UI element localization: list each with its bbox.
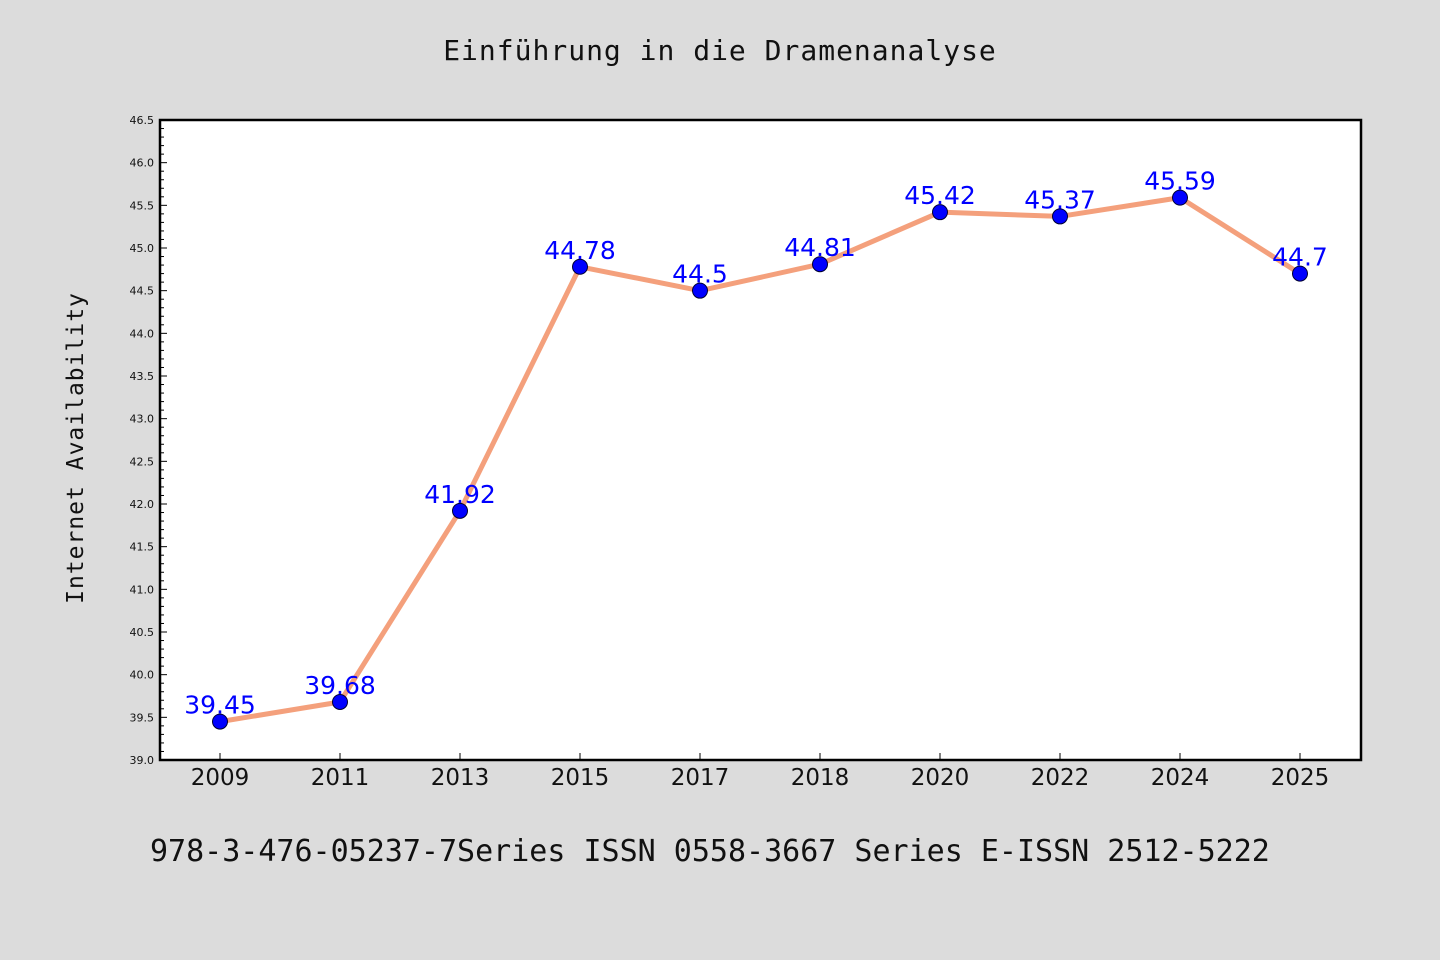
y-tick-label: 44.5 xyxy=(130,285,155,298)
data-label: 44.5 xyxy=(672,260,728,289)
y-tick-label: 44.0 xyxy=(130,327,155,340)
y-tick-label: 43.0 xyxy=(130,413,155,426)
x-tick-label: 2013 xyxy=(431,765,490,791)
plot-area xyxy=(160,120,1361,760)
y-tick-label: 46.0 xyxy=(130,157,155,170)
x-tick-label: 2024 xyxy=(1151,765,1210,791)
y-tick-label: 40.0 xyxy=(130,669,155,682)
x-tick-label: 2020 xyxy=(911,765,970,791)
x-tick-label: 2025 xyxy=(1271,765,1330,791)
data-label: 45.59 xyxy=(1144,167,1216,196)
data-point xyxy=(452,502,468,519)
x-tick-label: 2015 xyxy=(551,765,610,791)
y-tick-label: 45.5 xyxy=(130,199,155,212)
data-label: 44.78 xyxy=(544,236,616,265)
y-tick-label: 39.0 xyxy=(130,754,155,767)
data-label: 45.42 xyxy=(904,181,976,210)
y-tick-label: 40.5 xyxy=(130,626,155,639)
y-tick-label: 46.5 xyxy=(130,114,155,127)
x-tick-label: 2017 xyxy=(671,765,730,791)
y-tick-label: 42.5 xyxy=(130,455,155,468)
data-point xyxy=(932,204,948,221)
x-tick-label: 2022 xyxy=(1031,765,1090,791)
chart-title: Einführung in die Dramenanalyse xyxy=(443,34,997,67)
data-point xyxy=(332,693,348,710)
data-label: 39.68 xyxy=(304,671,376,700)
x-tick-label: 2018 xyxy=(791,765,850,791)
data-point xyxy=(692,282,708,299)
isbn-caption: 978-3-476-05237-7Series ISSN 0558-3667 S… xyxy=(150,834,1270,869)
data-label: 44.7 xyxy=(1272,243,1328,272)
data-label: 44.81 xyxy=(784,233,856,262)
x-tick-label: 2009 xyxy=(191,765,250,791)
data-label: 39.45 xyxy=(184,691,256,720)
x-tick-label: 2011 xyxy=(311,765,370,791)
data-point xyxy=(212,713,228,730)
y-tick-label: 43.5 xyxy=(130,370,155,383)
data-label: 45.37 xyxy=(1024,185,1096,214)
data-point xyxy=(1292,265,1308,282)
y-tick-label: 41.0 xyxy=(130,583,155,596)
y-tick-label: 42.0 xyxy=(130,498,155,511)
y-tick-label: 45.0 xyxy=(130,242,155,255)
data-point xyxy=(1052,208,1068,225)
data-label: 41.92 xyxy=(424,480,496,509)
data-point xyxy=(572,258,588,275)
data-point xyxy=(1172,189,1188,206)
data-point xyxy=(812,256,828,273)
plot-border xyxy=(158,118,1363,762)
y-tick-label: 41.5 xyxy=(130,541,155,554)
y-tick-label: 39.5 xyxy=(130,711,155,724)
series-line xyxy=(217,195,1303,725)
